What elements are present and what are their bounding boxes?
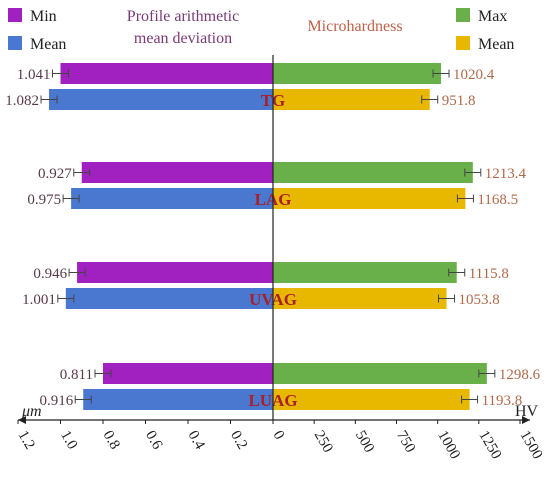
value-label-min-tg: 1.041	[17, 67, 51, 83]
value-label-max-tg: 1020.4	[453, 67, 495, 83]
value-labels-group: 1.0411.0821020.4951.8TG0.9270.9751213.41…	[5, 67, 540, 410]
right-tick-label-250: 250	[311, 428, 336, 455]
bar-mean-right-lag	[273, 188, 466, 209]
bar-min-luag	[103, 363, 273, 384]
bar-max-luag	[273, 363, 487, 384]
value-label-mean-right-tg: 951.8	[442, 93, 476, 109]
right-tick-label-1500: 1500	[517, 428, 546, 462]
bar-max-tg	[273, 63, 442, 84]
left-tick-label-1.0: 1.0	[57, 428, 80, 452]
bar-mean-left-luag	[83, 389, 273, 410]
value-label-min-lag: 0.927	[38, 166, 72, 182]
right-tick-label-500: 500	[352, 428, 377, 455]
legend-label-mean-left: Mean	[30, 36, 66, 53]
right-tick-label-1000: 1000	[434, 428, 463, 462]
legend-label-min: Min	[30, 8, 57, 25]
value-label-min-luag: 0.811	[60, 367, 93, 383]
axis-arrow-left	[18, 416, 26, 424]
bar-max-uvag	[273, 262, 457, 283]
bar-min-lag	[81, 162, 273, 183]
right-tick-label-1250: 1250	[475, 428, 504, 462]
axis-arrow-right	[522, 416, 530, 424]
bar-mean-right-uvag	[273, 288, 447, 309]
value-label-mean-right-luag: 1193.8	[482, 393, 523, 409]
bar-min-tg	[60, 63, 273, 84]
legend-right: Max Mean	[456, 8, 514, 53]
value-label-max-luag: 1298.6	[499, 367, 541, 383]
bar-mean-right-luag	[273, 389, 470, 410]
value-label-mean-right-uvag: 1053.8	[459, 292, 500, 308]
left-panel-title-line2: mean deviation	[134, 30, 232, 47]
legend-label-max: Max	[478, 8, 507, 25]
left-tick-label-0.6: 0.6	[142, 428, 165, 453]
right-unit-label: HV	[515, 403, 539, 420]
value-label-mean-right-lag: 1168.5	[477, 192, 518, 208]
left-tick-label-1.2: 1.2	[15, 428, 38, 452]
legend-swatch-min	[8, 8, 22, 22]
value-label-min-uvag: 0.946	[33, 266, 67, 282]
legend-swatch-mean-right	[456, 36, 470, 50]
legend-left: Min Mean	[8, 8, 66, 53]
bar-mean-right-tg	[273, 89, 430, 110]
left-tick-label-0.8: 0.8	[100, 428, 123, 452]
legend-swatch-mean-left	[8, 36, 22, 50]
value-label-max-lag: 1213.4	[485, 166, 527, 182]
value-label-mean-left-luag: 0.916	[39, 393, 73, 409]
right-tick-label-750: 750	[393, 428, 418, 455]
value-label-mean-left-uvag: 1.001	[22, 292, 56, 308]
value-label-mean-left-lag: 0.975	[27, 192, 61, 208]
bar-mean-left-tg	[49, 89, 274, 110]
left-tick-label-0.2: 0.2	[227, 428, 250, 452]
left-unit-label: μm	[21, 403, 42, 420]
left-tick-label-0.4: 0.4	[185, 428, 208, 453]
bar-mean-left-lag	[71, 188, 273, 209]
bars-group	[40, 63, 496, 410]
value-label-mean-left-tg: 1.082	[5, 93, 39, 109]
bar-max-lag	[273, 162, 473, 183]
bar-mean-left-uvag	[65, 288, 273, 309]
right-tick-label-0: 0	[270, 428, 288, 442]
left-panel-title-line1: Profile arithmetic	[127, 8, 239, 25]
right-panel-title: Microhardness	[307, 18, 402, 35]
legend-label-mean-right: Mean	[478, 36, 514, 53]
legend-swatch-max	[456, 8, 470, 22]
left-panel-title: Profile arithmetic mean deviation	[127, 8, 239, 47]
bar-min-uvag	[77, 262, 273, 283]
value-label-max-uvag: 1115.8	[469, 266, 509, 282]
